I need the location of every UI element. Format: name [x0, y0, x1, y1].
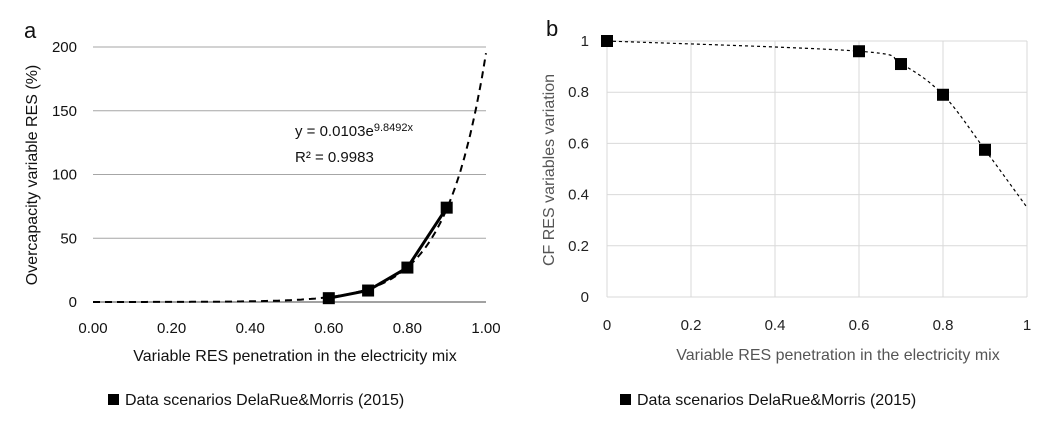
- panel-b: b 0 0.2 0.4 0.6 0.8 1 0 0.2 0.4 0.6 0.8 1 Variable…: [541, 16, 1031, 409]
- panel-b-y-tick-labels: 0 0.2 0.4 0.6 0.8 1: [568, 33, 589, 306]
- panel-a-x-tick-label: 0.20: [157, 320, 186, 337]
- panel-b-x-axis-label: Variable RES penetration in the electric…: [676, 347, 999, 364]
- panel-b-y-tick-label: 0.8: [568, 84, 589, 101]
- panel-b-y-tick-label: 0.6: [568, 135, 589, 152]
- panel-a-legend-label: Data scenarios DelaRue&Morris (2015): [125, 392, 404, 409]
- panel-a-x-axis-label: Variable RES penetration in the electric…: [133, 348, 456, 365]
- panel-a-y-tick-label: 0: [69, 294, 77, 311]
- panel-a-x-tick-label: 0.60: [314, 320, 343, 337]
- panel-b-legend-marker: [620, 394, 631, 405]
- panel-a-x-tick-label: 1.00: [471, 320, 500, 337]
- panel-b-data-point: [853, 45, 865, 58]
- panel-b-x-tick-label: 0.2: [681, 317, 702, 334]
- panel-a-data-curve: [328, 206, 448, 300]
- panel-a-data-point: [440, 201, 453, 214]
- panel-a-data-point: [362, 284, 375, 297]
- panel-a-legend: Data scenarios DelaRue&Morris (2015): [108, 392, 404, 409]
- panel-a-y-axis-label: Overcapacity variable RES (%): [24, 65, 41, 286]
- panel-a-y-tick-label: 100: [52, 167, 77, 184]
- panel-a-label: a: [24, 18, 37, 43]
- trend-equation-base: y = 0.0103e: [295, 123, 374, 140]
- panel-b-trendline: [606, 40, 1028, 208]
- panel-a-r-squared: R² = 0.9983: [295, 149, 374, 166]
- panel-b-y-axis-label: CF RES variables variation: [541, 74, 558, 266]
- panel-b-data-point: [937, 88, 949, 101]
- panel-b-label: b: [546, 16, 558, 41]
- panel-b-y-tick-label: 1: [581, 33, 589, 50]
- panel-b-x-tick-label: 0: [603, 317, 611, 334]
- panel-b-data-point: [601, 35, 613, 47]
- panel-a-y-tick-label: 200: [52, 39, 77, 56]
- panel-b-data-point: [979, 143, 991, 156]
- panel-a-x-tick-label: 0.80: [393, 320, 422, 337]
- panel-a-legend-marker: [108, 394, 119, 405]
- panel-a-data-point: [322, 292, 335, 305]
- panel-a-trendline: [93, 53, 487, 303]
- panel-a-data-points: [322, 201, 453, 305]
- panel-b-x-tick-label: 0.6: [849, 317, 870, 334]
- panel-b-y-tick-label: 0: [581, 289, 589, 306]
- trend-equation-exponent: 9.8492x: [374, 122, 414, 134]
- panel-a-gridlines: [93, 46, 486, 239]
- panel-a-y-tick-label: 150: [52, 103, 77, 120]
- panel-b-legend: Data scenarios DelaRue&Morris (2015): [620, 392, 916, 409]
- panel-a-x-tick-label: 0.00: [78, 320, 107, 337]
- panel-a-y-tick-labels: 0 50 100 150 200: [52, 39, 77, 311]
- panel-b-y-tick-label: 0.4: [568, 187, 589, 204]
- panel-a-data-point: [401, 261, 414, 274]
- panel-b-x-tick-label: 1: [1023, 317, 1031, 334]
- panel-a-x-tick-label: 0.40: [236, 320, 265, 337]
- panel-b-x-tick-label: 0.4: [765, 317, 786, 334]
- panel-a-trend-equation: y = 0.0103e9.8492x: [295, 122, 413, 140]
- panel-b-x-tick-labels: 0 0.2 0.4 0.6 0.8 1: [603, 317, 1031, 334]
- panel-b-x-tick-label: 0.8: [933, 317, 954, 334]
- panel-a-y-tick-label: 50: [60, 230, 77, 247]
- panel-b-data-points: [601, 35, 991, 156]
- panel-a-x-tick-labels: 0.00 0.20 0.40 0.60 0.80 1.00: [78, 320, 500, 337]
- panel-b-legend-label: Data scenarios DelaRue&Morris (2015): [637, 392, 916, 409]
- panel-b-y-tick-label: 0.2: [568, 238, 589, 255]
- panel-b-gridlines: [606, 40, 1028, 298]
- panel-b-data-point: [895, 58, 907, 71]
